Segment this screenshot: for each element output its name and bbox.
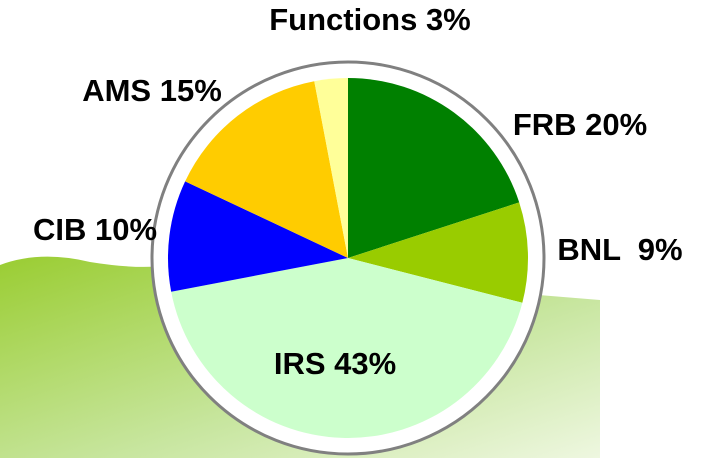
slice-label: CIB 10% [33, 212, 157, 247]
slice-label: BNL 9% [557, 232, 682, 267]
chart: FRB 20% BNL 9% IRS 43% CIB 10% AMS 15% Functi… [0, 0, 720, 458]
slice-label: FRB 20% [513, 107, 647, 142]
slice-label: Functions 3% [269, 2, 471, 37]
pie [168, 78, 528, 438]
slice-label: IRS 43% [274, 346, 396, 381]
slice-label: AMS 15% [82, 73, 222, 108]
